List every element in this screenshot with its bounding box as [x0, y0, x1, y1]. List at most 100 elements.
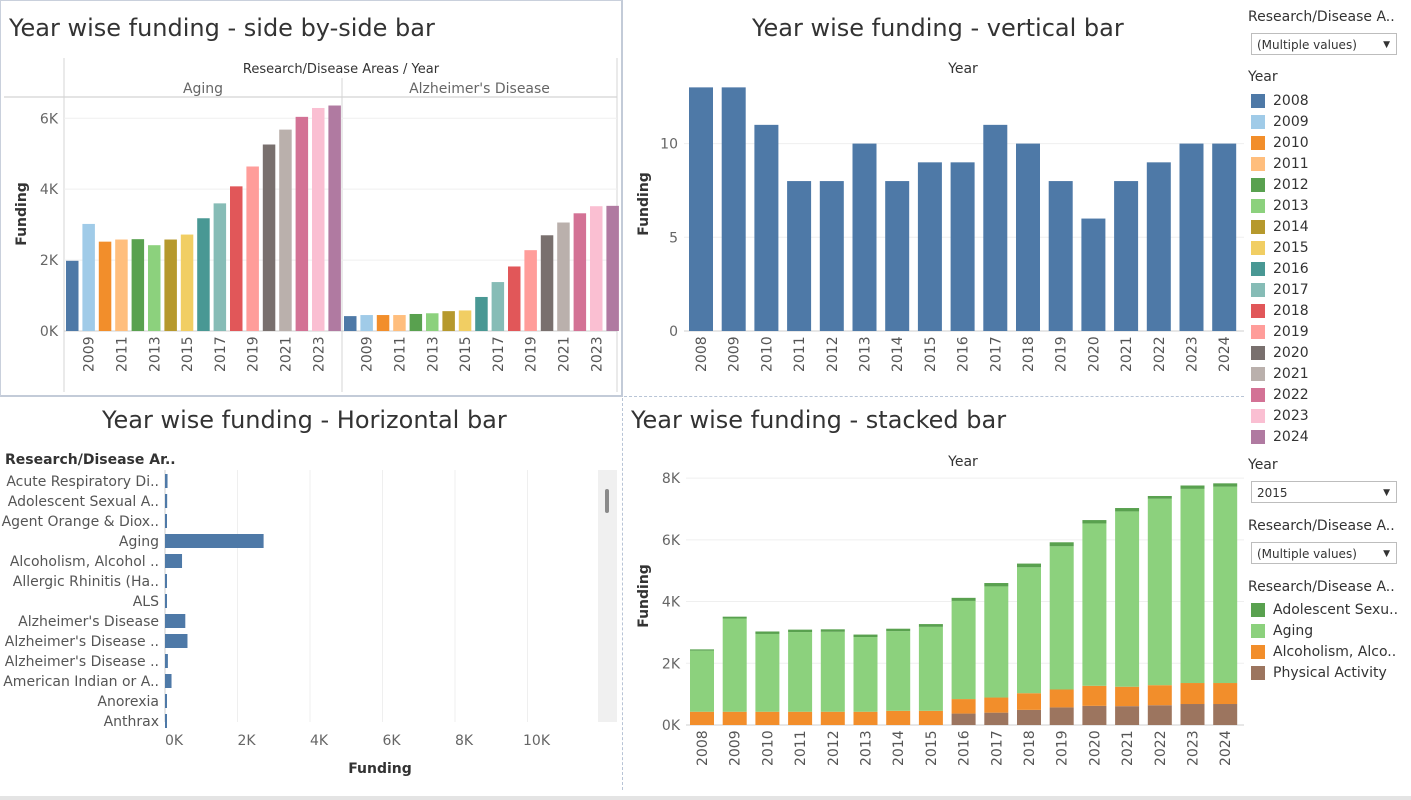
- bar[interactable]: [165, 554, 183, 568]
- bar[interactable]: [262, 144, 276, 331]
- stacked-bar-segment[interactable]: [1115, 686, 1140, 707]
- stacked-bar-segment[interactable]: [886, 710, 911, 725]
- horizontal-chart[interactable]: Research/Disease Ar.. 0K 2K 4K 6K 8K 10K Fundin…: [0, 398, 622, 796]
- bar[interactable]: [376, 315, 390, 331]
- bar[interactable]: [165, 654, 168, 668]
- bar[interactable]: [165, 714, 167, 728]
- bar[interactable]: [115, 239, 128, 331]
- year-legend-item[interactable]: 2017: [1251, 279, 1309, 300]
- research-area-filter-dropdown[interactable]: (Multiple values) ▼: [1251, 33, 1397, 55]
- stacked-bar-segment[interactable]: [722, 711, 747, 725]
- stacked-bar-segment[interactable]: [722, 618, 747, 712]
- bar[interactable]: [917, 162, 942, 331]
- year-legend-item[interactable]: 2022: [1251, 384, 1309, 405]
- bar[interactable]: [1081, 218, 1106, 331]
- stacked-bar-segment[interactable]: [984, 583, 1009, 587]
- bar[interactable]: [165, 494, 168, 508]
- bar[interactable]: [164, 239, 177, 331]
- bar[interactable]: [1146, 162, 1171, 331]
- bar[interactable]: [491, 282, 505, 331]
- stacked-bar-segment[interactable]: [1017, 563, 1041, 568]
- stacked-bar-segment[interactable]: [951, 600, 976, 700]
- bar[interactable]: [213, 203, 227, 331]
- stacked-bar-segment[interactable]: [820, 629, 845, 632]
- stacked-bar-segment[interactable]: [951, 699, 976, 714]
- year-legend-item[interactable]: 2014: [1251, 216, 1309, 237]
- year-legend-item[interactable]: 2019: [1251, 321, 1309, 342]
- bar[interactable]: [1179, 143, 1204, 331]
- bar[interactable]: [885, 181, 910, 331]
- stacked-bar-segment[interactable]: [951, 597, 976, 601]
- year-legend-item[interactable]: 2013: [1251, 195, 1309, 216]
- bar[interactable]: [165, 474, 168, 488]
- stacked-bar-segment[interactable]: [755, 631, 780, 634]
- stacked-bar-segment[interactable]: [886, 628, 911, 632]
- stacked-bar-segment[interactable]: [1082, 520, 1107, 524]
- stacked-bar-segment[interactable]: [1049, 542, 1074, 547]
- bar[interactable]: [197, 218, 210, 331]
- bar[interactable]: [983, 124, 1008, 331]
- year-legend-item[interactable]: 2010: [1251, 132, 1309, 153]
- stacked-bar-segment[interactable]: [951, 713, 976, 725]
- stacked-bar-segment[interactable]: [1147, 705, 1172, 725]
- stacked-bar-segment[interactable]: [1147, 685, 1172, 706]
- year-legend-item[interactable]: 2009: [1251, 111, 1309, 132]
- year-legend-item[interactable]: 2021: [1251, 363, 1309, 384]
- stacked-bar-segment[interactable]: [1213, 486, 1238, 684]
- bar[interactable]: [230, 186, 243, 331]
- bar[interactable]: [131, 239, 145, 331]
- stacked-bar-segment[interactable]: [1180, 488, 1205, 684]
- stacked-bar-segment[interactable]: [1017, 567, 1041, 694]
- bar[interactable]: [165, 694, 167, 708]
- side-by-side-chart[interactable]: Research/Disease Areas / Year Aging Alzhei…: [0, 0, 622, 396]
- bar[interactable]: [950, 162, 975, 331]
- horizontal-scrollbar[interactable]: [598, 470, 617, 722]
- stacked-bar-segment[interactable]: [1213, 483, 1238, 487]
- bar[interactable]: [82, 223, 95, 331]
- stacked-bar-segment[interactable]: [984, 586, 1009, 698]
- bar[interactable]: [165, 634, 188, 648]
- stacked-bar-segment[interactable]: [788, 632, 813, 712]
- stacked-bar-segment[interactable]: [690, 649, 714, 651]
- stacked-bar-segment[interactable]: [1213, 704, 1238, 725]
- year-legend-item[interactable]: 2020: [1251, 342, 1309, 363]
- stacked-bar-segment[interactable]: [918, 624, 943, 627]
- stacked-bar-segment[interactable]: [1180, 683, 1205, 705]
- bar[interactable]: [66, 260, 79, 331]
- stacked-bar-segment[interactable]: [820, 711, 845, 725]
- year-legend-item[interactable]: 2018: [1251, 300, 1309, 321]
- bar[interactable]: [557, 222, 570, 331]
- stacked-bar-segment[interactable]: [853, 634, 878, 638]
- bar[interactable]: [165, 594, 167, 608]
- bar[interactable]: [165, 614, 186, 628]
- bar[interactable]: [475, 296, 488, 331]
- bar[interactable]: [180, 234, 194, 331]
- stacked-bar-segment[interactable]: [853, 711, 878, 725]
- bar[interactable]: [590, 206, 603, 331]
- stacked-bar-segment[interactable]: [755, 711, 780, 725]
- stacked-bar-segment[interactable]: [1017, 709, 1041, 725]
- bar[interactable]: [852, 143, 877, 331]
- stacked-bar-segment[interactable]: [1082, 705, 1107, 725]
- stacked-bar-segment[interactable]: [1180, 485, 1205, 489]
- stacked-bar-segment[interactable]: [690, 650, 714, 712]
- bar[interactable]: [508, 266, 521, 331]
- stacked-bar-segment[interactable]: [755, 633, 780, 712]
- bar[interactable]: [540, 235, 554, 331]
- year-legend-item[interactable]: 2011: [1251, 153, 1309, 174]
- stacked-bar-segment[interactable]: [984, 697, 1009, 713]
- stacked-bar-segment[interactable]: [886, 631, 911, 711]
- year-legend-item[interactable]: 2023: [1251, 405, 1309, 426]
- bar[interactable]: [393, 315, 406, 331]
- bar[interactable]: [1016, 143, 1040, 331]
- stacked-bar-segment[interactable]: [1147, 495, 1172, 499]
- stacked-bar-segment[interactable]: [722, 616, 747, 619]
- stacked-chart[interactable]: Year 0K 2K 4K 6K 8K Funding 2008 2009 2010 2011 201…: [624, 398, 1244, 796]
- stacked-bar-segment[interactable]: [1017, 693, 1041, 710]
- bar[interactable]: [165, 514, 167, 528]
- bar[interactable]: [689, 87, 713, 332]
- bar[interactable]: [819, 181, 844, 331]
- bar[interactable]: [279, 129, 292, 331]
- stacked-bar-segment[interactable]: [1049, 707, 1074, 725]
- bar[interactable]: [754, 124, 779, 331]
